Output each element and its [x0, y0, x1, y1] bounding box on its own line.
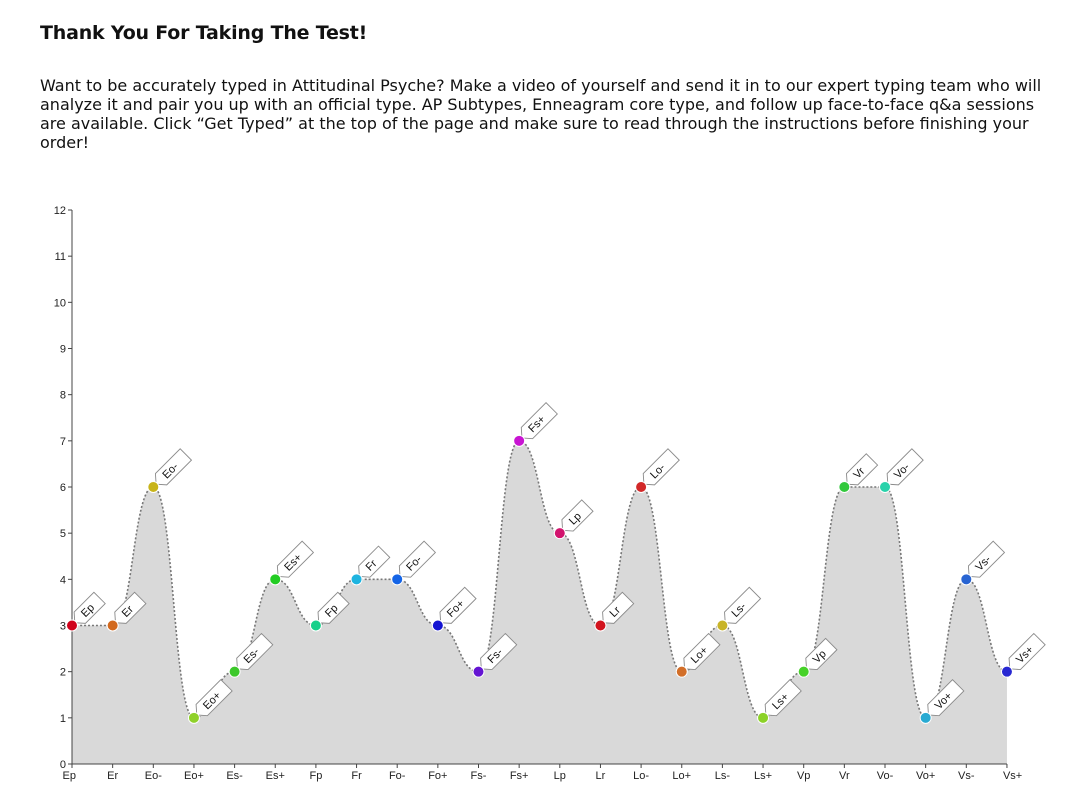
point-tag: Vs- — [967, 540, 1006, 578]
x-tick-label: Ls- — [715, 770, 731, 782]
data-point[interactable] — [66, 619, 78, 632]
point-tag: Ep — [73, 591, 106, 624]
x-tick-label: Ep — [63, 770, 76, 782]
x-tick-label: Lr — [596, 770, 606, 782]
x-tick-label: Er — [107, 770, 118, 782]
point-tag: Ls- — [724, 586, 762, 624]
point-tag: Fr — [358, 545, 391, 578]
point-tag: Lr — [602, 591, 635, 624]
data-point[interactable] — [879, 481, 891, 493]
point-tag: Es- — [236, 632, 274, 671]
intro-text: Want to be accurately typed in Attitudin… — [40, 76, 1042, 152]
data-point[interactable] — [594, 619, 607, 632]
data-point[interactable] — [472, 665, 485, 678]
data-point[interactable] — [350, 573, 363, 586]
x-tick-label: Eo- — [145, 770, 162, 782]
y-tick-label: 1 — [60, 713, 66, 725]
data-point[interactable] — [1000, 665, 1013, 678]
x-tick-label: Vr — [839, 770, 850, 782]
point-tag: Vo- — [886, 448, 924, 486]
x-tick-label: Vs+ — [1003, 770, 1022, 782]
y-tick-label: 0 — [60, 759, 66, 771]
x-tick-label: Es- — [226, 770, 243, 782]
area-fill — [72, 440, 1007, 764]
x-tick-label: Fs- — [471, 770, 487, 782]
y-tick-label: 5 — [60, 528, 66, 540]
point-tag: Vp — [805, 637, 838, 671]
point-tag: Fo- — [398, 540, 437, 578]
y-tick-label: 12 — [54, 205, 66, 217]
data-point[interactable] — [757, 711, 770, 724]
x-tick-label: Vo- — [877, 770, 894, 782]
x-tick-label: Lo+ — [672, 770, 691, 782]
point-tag: Lp — [561, 499, 594, 532]
y-tick-label: 10 — [54, 297, 66, 309]
y-tick-label: 2 — [60, 667, 66, 679]
x-tick-label: Lp — [554, 770, 566, 782]
point-layer — [66, 434, 1013, 724]
x-tick-label: Ls+ — [754, 770, 772, 782]
x-tick-label: Lo- — [633, 770, 649, 782]
data-point[interactable] — [960, 573, 973, 586]
point-tag: Lo- — [642, 448, 680, 486]
data-point[interactable] — [269, 573, 282, 586]
data-point[interactable] — [106, 619, 119, 632]
x-tick-label: Fr — [351, 770, 362, 782]
area-layer — [71, 440, 1008, 764]
y-tick-label: 3 — [60, 621, 66, 633]
point-tag: Eo- — [154, 448, 193, 486]
data-point[interactable] — [147, 481, 160, 493]
data-point[interactable] — [309, 619, 322, 632]
y-tick-label: 8 — [60, 390, 66, 402]
data-point[interactable] — [187, 711, 200, 724]
x-tick-label: Vo+ — [916, 770, 935, 782]
x-tick-label: Vs- — [958, 770, 975, 782]
data-point[interactable] — [797, 665, 810, 678]
y-tick-label: 11 — [55, 251, 66, 263]
x-tick-label: Fp — [309, 770, 322, 782]
point-tag: Fs- — [480, 632, 518, 671]
point-tag: Er — [114, 591, 147, 624]
data-point[interactable] — [513, 434, 526, 447]
data-point[interactable] — [838, 481, 851, 493]
y-tick-label: 4 — [60, 574, 66, 586]
x-tick-label: Eo+ — [184, 770, 204, 782]
point-tag: Fp — [317, 591, 350, 624]
x-tick-label: Fo+ — [428, 770, 447, 782]
data-point[interactable] — [431, 619, 444, 632]
data-point[interactable] — [553, 527, 566, 540]
data-point[interactable] — [919, 711, 932, 724]
data-point[interactable] — [635, 481, 648, 493]
data-point[interactable] — [675, 665, 688, 678]
x-tick-label: Vp — [797, 770, 810, 782]
x-tick-label: Fo- — [389, 770, 406, 782]
x-tick-label: Es+ — [266, 770, 285, 782]
page-title: Thank You For Taking The Test! — [40, 22, 368, 44]
y-tick-label: 6 — [60, 482, 66, 494]
data-point[interactable] — [228, 665, 241, 678]
point-tag: Vr — [846, 453, 879, 486]
y-tick-label: 7 — [60, 436, 66, 448]
data-point[interactable] — [716, 619, 729, 632]
data-point[interactable] — [391, 573, 404, 586]
y-tick-label: 9 — [60, 344, 66, 356]
x-tick-label: Fs+ — [510, 770, 529, 782]
